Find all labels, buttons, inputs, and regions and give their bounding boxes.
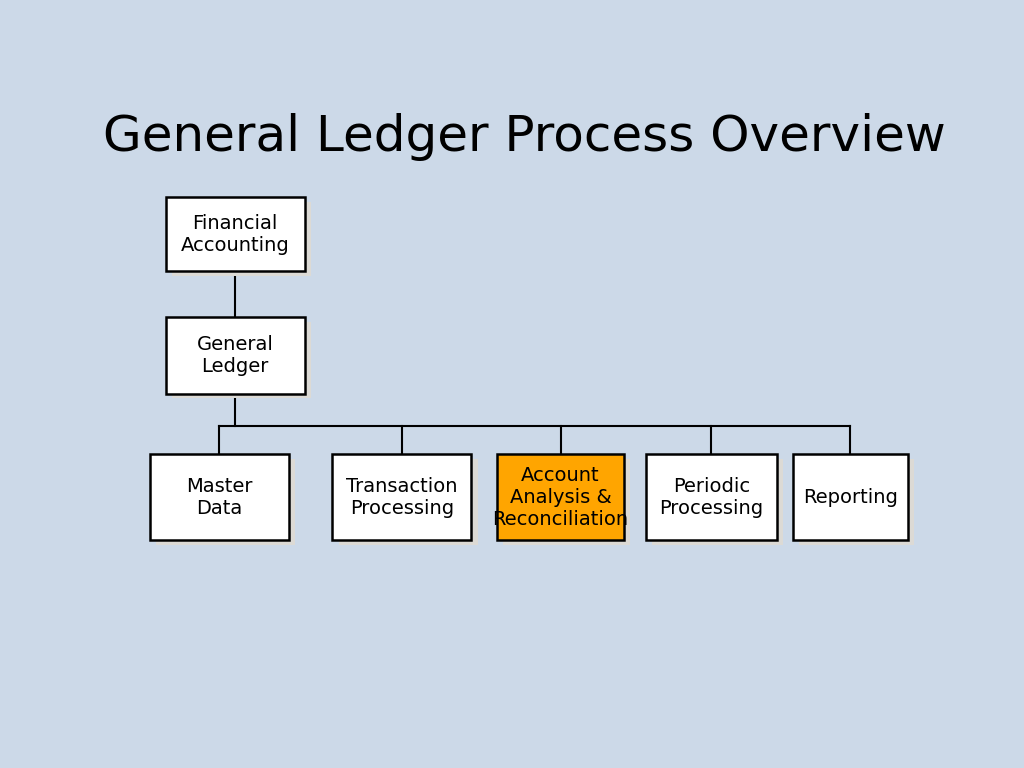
- Text: Financial
Accounting: Financial Accounting: [181, 214, 290, 254]
- FancyBboxPatch shape: [166, 317, 304, 394]
- FancyBboxPatch shape: [646, 455, 777, 540]
- FancyBboxPatch shape: [799, 459, 914, 545]
- FancyBboxPatch shape: [504, 459, 631, 545]
- FancyBboxPatch shape: [172, 322, 311, 399]
- Text: Transaction
Processing: Transaction Processing: [346, 477, 458, 518]
- Text: Master
Data: Master Data: [186, 477, 253, 518]
- Text: Periodic
Processing: Periodic Processing: [659, 477, 763, 518]
- FancyBboxPatch shape: [652, 459, 783, 545]
- Text: Reporting: Reporting: [803, 488, 898, 507]
- FancyBboxPatch shape: [793, 455, 907, 540]
- FancyBboxPatch shape: [157, 459, 295, 545]
- FancyBboxPatch shape: [339, 459, 477, 545]
- Text: General
Ledger: General Ledger: [197, 335, 273, 376]
- FancyBboxPatch shape: [172, 202, 311, 276]
- FancyBboxPatch shape: [497, 455, 624, 540]
- Text: Account
Analysis &
Reconciliation: Account Analysis & Reconciliation: [493, 465, 629, 528]
- Text: General Ledger Process Overview: General Ledger Process Overview: [103, 112, 946, 161]
- FancyBboxPatch shape: [333, 455, 471, 540]
- FancyBboxPatch shape: [166, 197, 304, 271]
- FancyBboxPatch shape: [150, 455, 289, 540]
